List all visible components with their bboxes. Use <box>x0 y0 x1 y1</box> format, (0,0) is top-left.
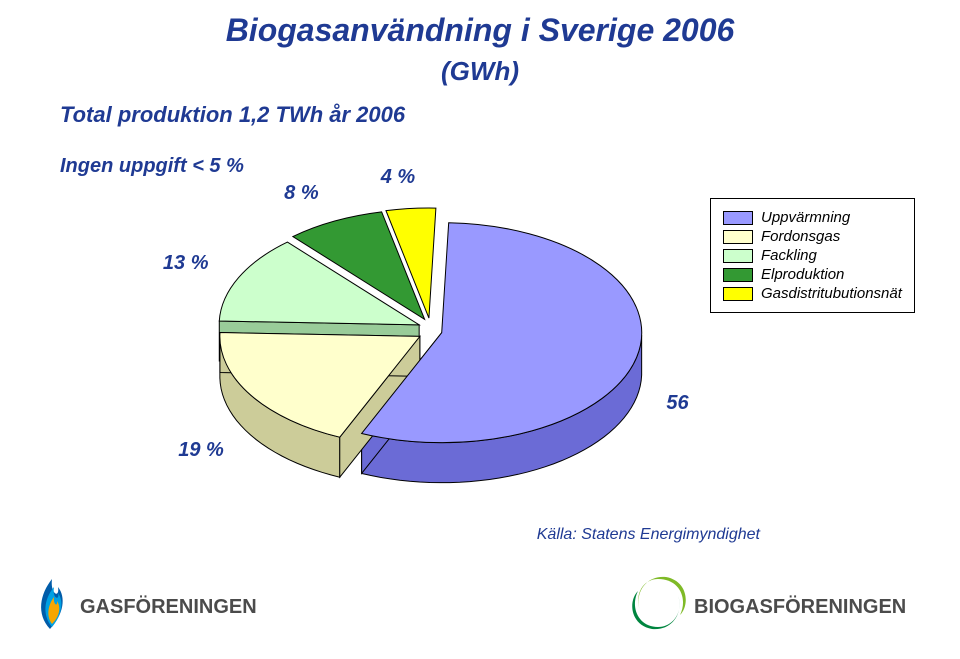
slice-label: 19 % <box>178 439 224 462</box>
legend-item: Fackling <box>723 247 902 264</box>
slice-label: 4 % <box>381 166 415 189</box>
pie-chart <box>0 0 960 659</box>
legend-label: Gasdistritubutionsnät <box>761 285 902 302</box>
legend-item: Elproduktion <box>723 266 902 283</box>
legend-item: Gasdistritubutionsnät <box>723 285 902 302</box>
biogasforeningen-logo: BIOGASFÖRENINGEN <box>630 569 930 639</box>
slice-label: 56 <box>666 392 688 415</box>
legend-label: Uppvärmning <box>761 209 850 226</box>
legend-label: Elproduktion <box>761 266 844 283</box>
biogasforeningen-logo-text: BIOGASFÖRENINGEN <box>694 595 906 618</box>
legend-label: Fackling <box>761 247 817 264</box>
legend-box: Uppvärmning Fordonsgas Fackling Elproduktio… <box>710 198 915 313</box>
gasforeningen-logo: GASFÖRENINGEN <box>30 569 290 639</box>
legend-label: Fordonsgas <box>761 228 840 245</box>
legend-swatch <box>723 230 753 244</box>
slide-root: Biogasanvändning i Sverige 2006 (GWh) To… <box>0 0 960 659</box>
legend-swatch <box>723 268 753 282</box>
legend-swatch <box>723 211 753 225</box>
swirl-icon <box>632 577 686 629</box>
legend-swatch <box>723 287 753 301</box>
legend-item: Uppvärmning <box>723 209 902 226</box>
slice-label: 8 % <box>284 182 318 205</box>
source-caption: Källa: Statens Energimyndighet <box>537 526 760 544</box>
gasforeningen-logo-text: GASFÖRENINGEN <box>80 595 257 618</box>
legend-swatch <box>723 249 753 263</box>
flame-icon <box>41 579 63 629</box>
legend-item: Fordonsgas <box>723 228 902 245</box>
slice-label: 13 % <box>163 252 209 275</box>
